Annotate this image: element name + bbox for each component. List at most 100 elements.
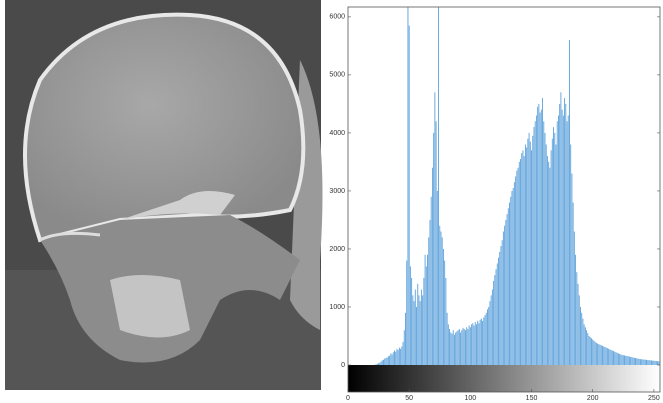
bar	[606, 348, 607, 365]
bar	[503, 232, 504, 365]
bar	[549, 168, 550, 365]
bar	[433, 133, 434, 365]
bar	[526, 147, 527, 365]
bar	[593, 341, 594, 365]
bar	[580, 307, 581, 365]
bar	[505, 220, 506, 365]
bar	[602, 346, 603, 365]
xray-image	[5, 0, 323, 390]
bar	[645, 360, 646, 365]
bar	[491, 295, 492, 365]
bar	[465, 330, 466, 365]
bar	[510, 197, 511, 365]
bar	[585, 327, 586, 365]
bar	[548, 162, 549, 365]
bar	[628, 356, 629, 365]
bar	[578, 284, 579, 365]
bar	[597, 344, 598, 365]
bar	[474, 326, 475, 365]
bar	[633, 357, 634, 365]
bar	[415, 290, 416, 365]
bar	[639, 359, 640, 365]
bar	[543, 121, 544, 365]
bar	[502, 240, 503, 365]
bar	[653, 361, 654, 365]
bar	[531, 150, 532, 365]
bar	[575, 255, 576, 365]
bar	[485, 315, 486, 365]
bar	[452, 334, 453, 365]
bar	[515, 176, 516, 365]
bar	[547, 156, 548, 365]
bar	[377, 364, 378, 365]
bar	[514, 182, 515, 365]
bar	[492, 290, 493, 365]
bar	[430, 220, 431, 365]
bar	[461, 330, 462, 365]
bar	[562, 110, 563, 365]
bar	[584, 324, 585, 365]
screen: 0100020003000400050006000050100150200250	[0, 0, 663, 403]
bar	[504, 226, 505, 365]
bar	[592, 339, 593, 365]
bar	[389, 356, 390, 365]
bar	[630, 357, 631, 365]
bar	[443, 249, 444, 365]
x-tick-label: 250	[648, 395, 660, 402]
bar	[448, 324, 449, 365]
bar	[590, 337, 591, 365]
bar	[438, 5, 439, 365]
bar	[460, 333, 461, 365]
bar	[487, 309, 488, 365]
bar	[631, 357, 632, 365]
bar	[421, 290, 422, 365]
bar	[390, 353, 391, 365]
bar	[530, 142, 531, 365]
bar	[399, 348, 400, 365]
bar	[617, 353, 618, 365]
bar	[488, 307, 489, 365]
bar	[567, 121, 568, 365]
bar	[623, 355, 624, 365]
bar	[521, 153, 522, 365]
bar	[618, 353, 619, 365]
bar	[388, 356, 389, 365]
bar	[412, 295, 413, 365]
bar	[587, 333, 588, 365]
bar	[651, 360, 652, 365]
bar	[420, 301, 421, 365]
bar	[538, 104, 539, 365]
bar	[447, 313, 448, 365]
bar	[535, 121, 536, 365]
bar	[511, 191, 512, 365]
bar	[574, 232, 575, 365]
bar	[464, 329, 465, 365]
bar	[604, 347, 605, 365]
bar	[622, 355, 623, 365]
bar	[381, 362, 382, 365]
bar	[601, 345, 602, 365]
bar	[611, 350, 612, 365]
bar	[410, 266, 411, 365]
bar	[449, 329, 450, 365]
bar	[450, 333, 451, 365]
bar	[416, 307, 417, 365]
bar	[534, 127, 535, 365]
bar	[647, 360, 648, 365]
bar	[394, 350, 395, 365]
bar	[560, 92, 561, 365]
bar	[411, 278, 412, 365]
bar	[482, 321, 483, 365]
x-tick-label: 50	[405, 395, 413, 402]
bar	[432, 168, 433, 365]
bar	[427, 255, 428, 365]
bar	[657, 361, 658, 365]
bar	[559, 104, 560, 365]
bar	[475, 322, 476, 365]
y-tick-label: 3000	[329, 188, 345, 195]
bar	[638, 359, 639, 365]
bar	[441, 232, 442, 365]
bar	[392, 355, 393, 365]
bar	[406, 261, 407, 365]
bar	[453, 330, 454, 365]
